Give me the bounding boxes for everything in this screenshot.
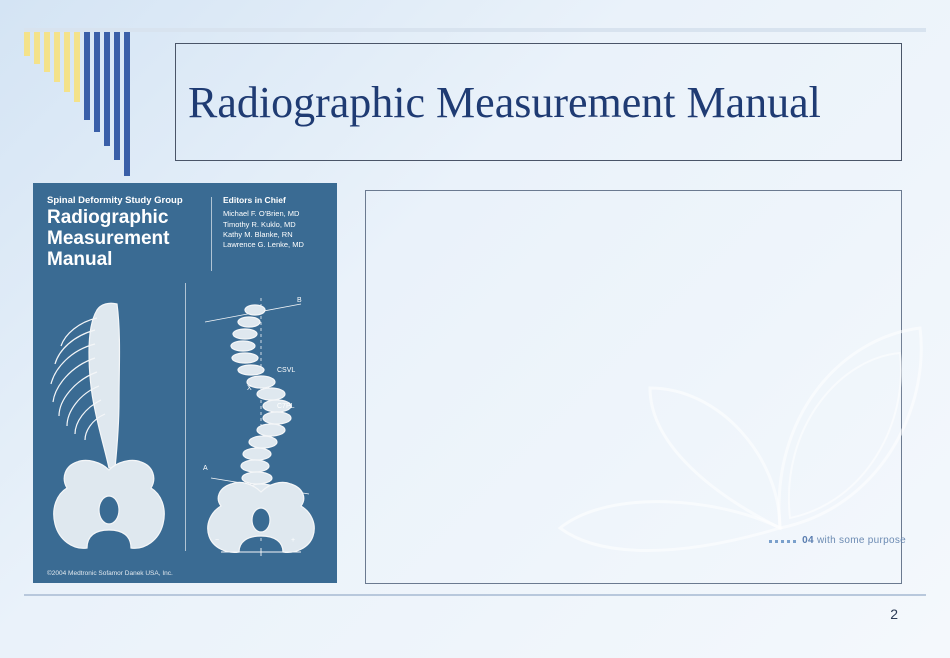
- spine-coronal-illustration: B A CSVL C7PL X − +: [185, 279, 337, 575]
- deco-bar: [44, 32, 50, 72]
- slide-title: Radiographic Measurement Manual: [188, 77, 821, 128]
- bottom-rule: [24, 594, 926, 596]
- label-a: A: [203, 465, 208, 472]
- watermark-text: 04 with some purpose: [802, 535, 906, 546]
- label-csvl: CSVL: [277, 367, 295, 374]
- book-header-left: Spinal Deformity Study Group Radiographi…: [47, 195, 207, 271]
- book-title-line-1: Radiographic: [47, 208, 207, 229]
- watermark-prefix: 04: [802, 535, 814, 546]
- deco-bar: [64, 32, 70, 92]
- book-study-group: Spinal Deformity Study Group: [47, 195, 207, 206]
- deco-bar: [94, 32, 100, 132]
- page-number: 2: [890, 606, 898, 622]
- book-editor-3: Kathy M. Blanke, RN: [223, 230, 323, 240]
- book-cover: Spinal Deformity Study Group Radiographi…: [33, 183, 337, 583]
- deco-bar: [34, 32, 40, 64]
- deco-bar: [114, 32, 120, 160]
- book-editor-1: Michael F. O'Brien, MD: [223, 209, 323, 219]
- book-footer: ©2004 Medtronic Sofamor Danek USA, Inc.: [47, 570, 173, 577]
- spine-ribcage-illustration: [33, 279, 185, 575]
- book-header: Spinal Deformity Study Group Radiographi…: [33, 183, 337, 279]
- deco-bar: [84, 32, 90, 120]
- label-b: B: [297, 297, 302, 304]
- deco-bar: [104, 32, 110, 146]
- deco-bar: [54, 32, 60, 82]
- content-placeholder: [365, 190, 902, 584]
- book-title-line-2: Measurement: [47, 229, 207, 250]
- book-editors-label: Editors in Chief: [223, 195, 323, 206]
- spine-icon: [191, 292, 331, 562]
- book-editor-2: Timothy R. Kuklo, MD: [223, 220, 323, 230]
- book-title-line-3: Manual: [47, 250, 207, 271]
- decoration-bars: [24, 32, 164, 176]
- label-c7pl: C7PL: [277, 403, 295, 410]
- label-minus: −: [215, 537, 219, 544]
- label-plus: +: [291, 537, 295, 544]
- deco-bar: [74, 32, 80, 102]
- book-illustrations: B A CSVL C7PL X − +: [33, 279, 337, 575]
- book-header-right: Editors in Chief Michael F. O'Brien, MD …: [223, 195, 323, 271]
- title-box: Radiographic Measurement Manual: [175, 43, 902, 161]
- ribcage-icon: [39, 292, 179, 562]
- watermark-body: with some purpose: [817, 535, 906, 546]
- watermark-dots: [769, 540, 796, 543]
- book-editor-4: Lawrence G. Lenke, MD: [223, 240, 323, 250]
- deco-bar: [24, 32, 30, 56]
- label-x: X: [247, 385, 252, 392]
- deco-bar: [124, 32, 130, 176]
